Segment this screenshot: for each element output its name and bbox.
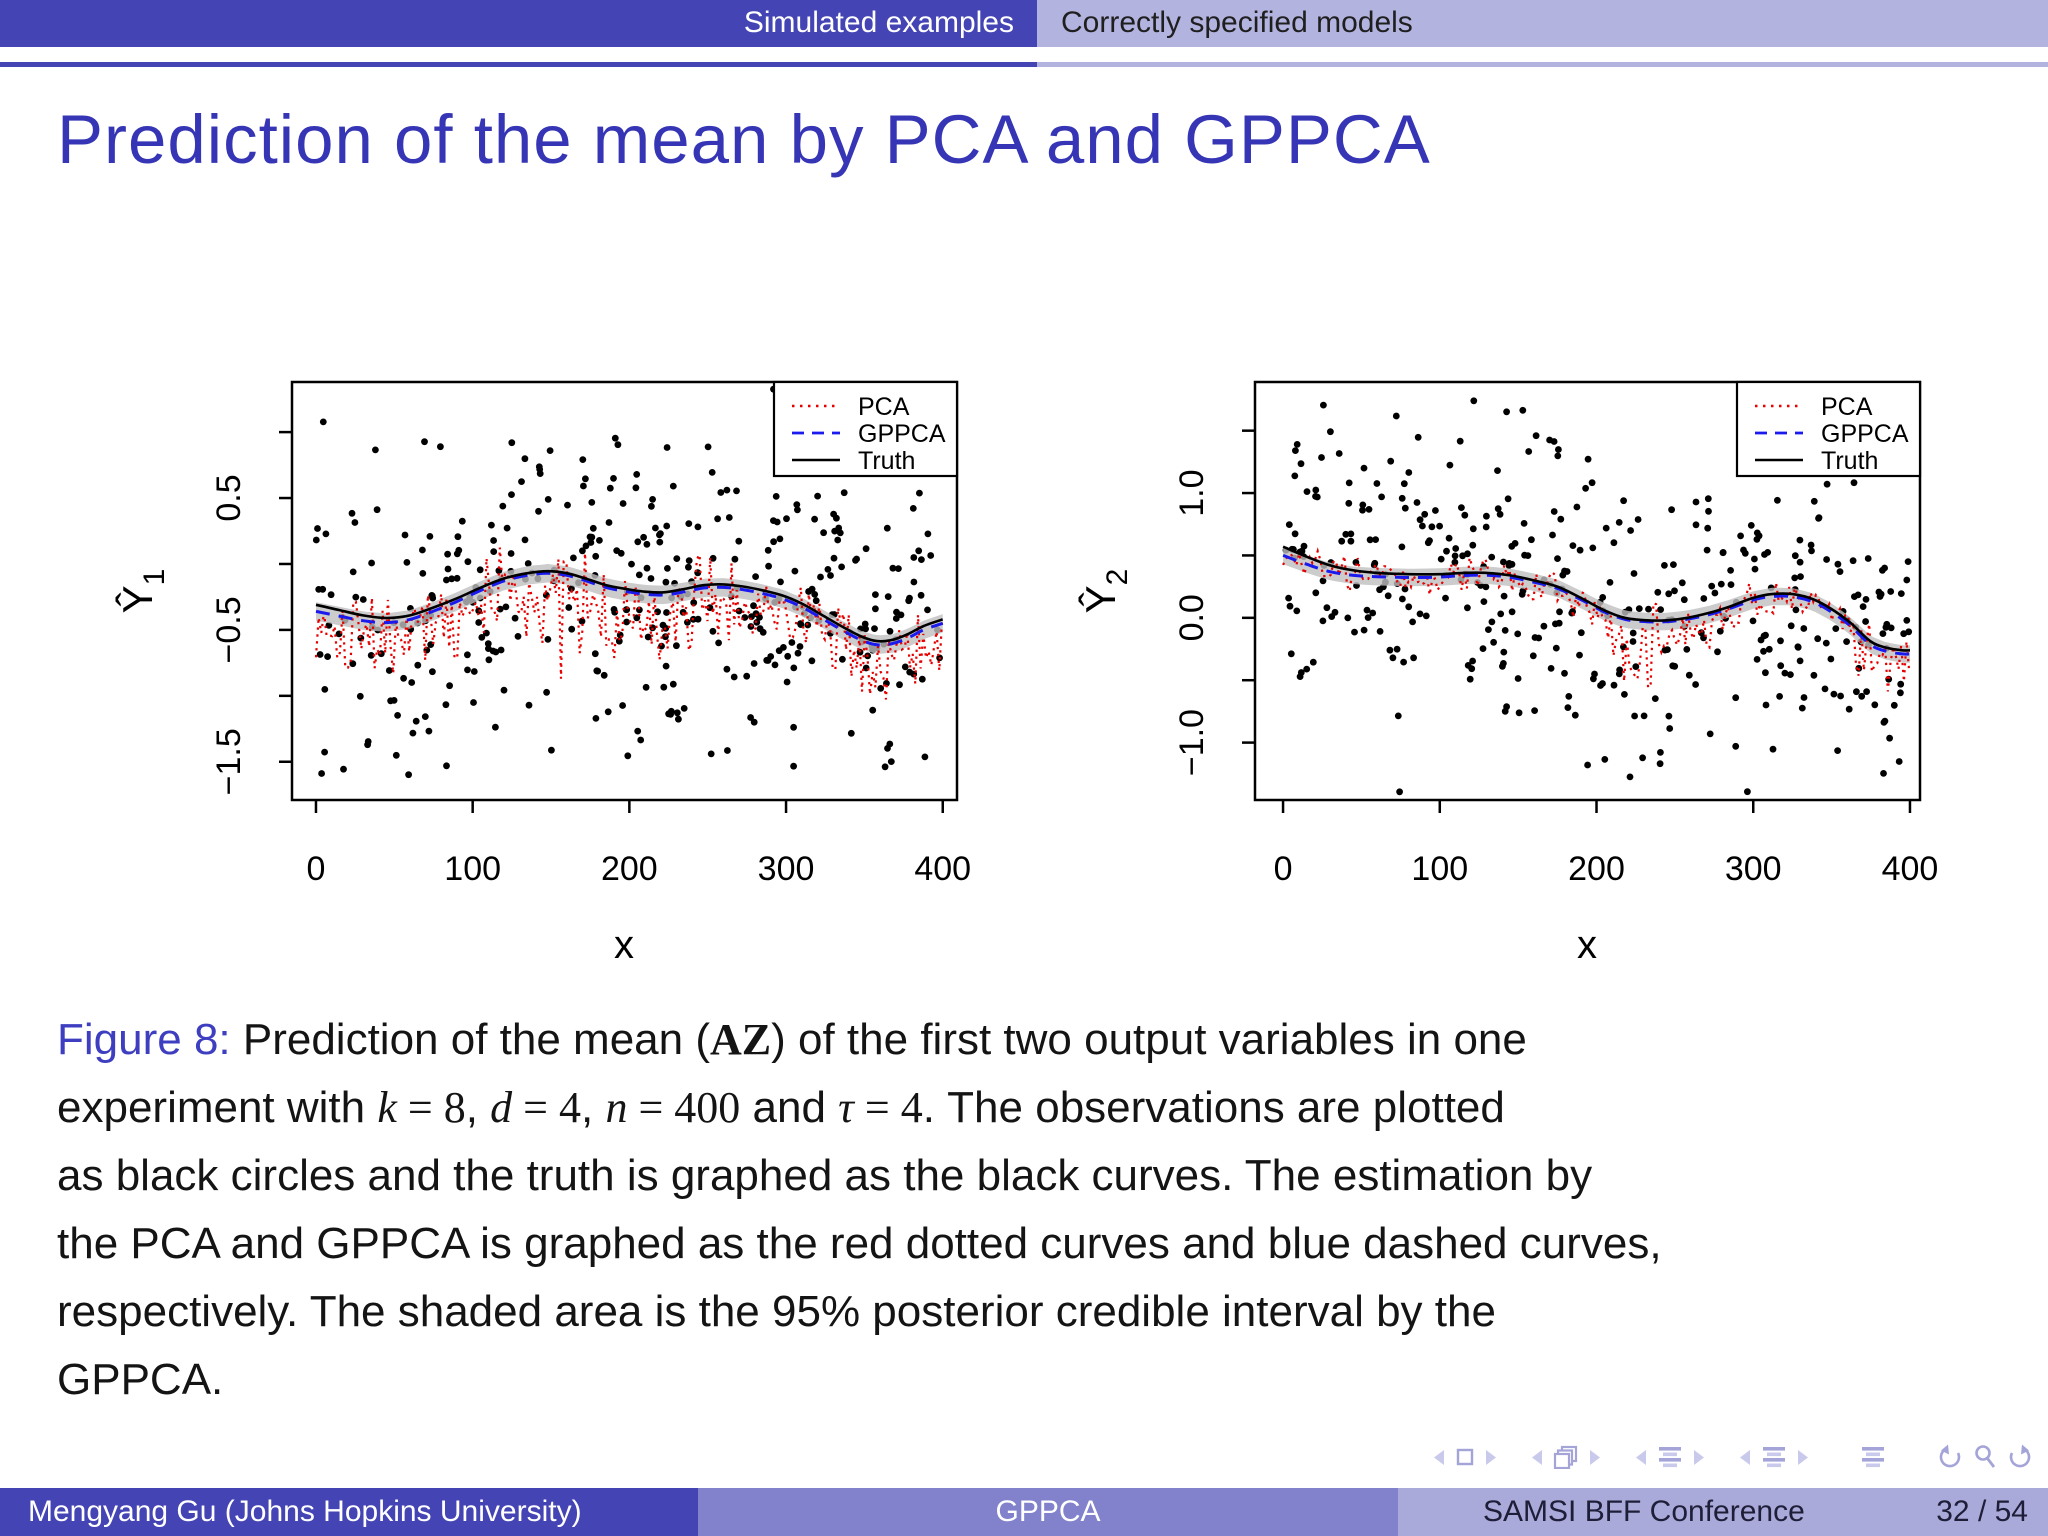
svg-text:300: 300 (758, 850, 815, 888)
svg-text:400: 400 (1882, 850, 1939, 888)
caption-segment: the PCA and GPPCA is graphed as the red … (57, 1219, 1662, 1268)
caption-segment: , (465, 1083, 491, 1132)
svg-text:−1.5: −1.5 (210, 728, 248, 795)
beamer-navigation-bar (1423, 1441, 2034, 1473)
caption-segment: = 4 (512, 1083, 581, 1132)
svg-text:100: 100 (1411, 850, 1468, 888)
panel-Y1-gppca-curve (315, 571, 944, 647)
forward-icon[interactable] (2006, 1444, 2034, 1470)
panel-Y1-xlabel: x (614, 923, 634, 967)
footline-bar: Mengyang Gu (Johns Hopkins University) G… (0, 1488, 2048, 1536)
svg-text:300: 300 (1725, 850, 1782, 888)
back-icon[interactable] (1936, 1444, 1964, 1470)
figure-caption: Figure 8: Prediction of the mean (AZ) of… (57, 1006, 1992, 1414)
svg-text:0.5: 0.5 (210, 474, 248, 521)
caption-segment: as black circles and the truth is graphe… (57, 1151, 1593, 1200)
panel-Y2-truth-curve (1282, 545, 1911, 652)
current-frame-icon[interactable] (1455, 1447, 1475, 1467)
caption-segment: and (740, 1083, 839, 1132)
legend-label-truth: Truth (858, 447, 915, 475)
panel-Y2-ylabel: Ŷ2 (1077, 569, 1134, 614)
caption-segment: . The observations are plotted (922, 1083, 1505, 1132)
prev-subsection-icon[interactable] (1634, 1448, 1648, 1467)
svg-text:100: 100 (444, 850, 501, 888)
next-frame-icon[interactable] (1588, 1448, 1602, 1467)
caption-segment: AZ (710, 1015, 772, 1064)
svg-text:1.0: 1.0 (1173, 469, 1211, 516)
legend-label-truth: Truth (1821, 447, 1878, 475)
next-slide-icon[interactable] (1484, 1448, 1498, 1467)
search-icon[interactable] (1973, 1444, 1997, 1470)
legend-label-gppca: GPPCA (858, 420, 946, 448)
panel-Y2-credible-band (1283, 546, 1910, 663)
prev-frame-icon[interactable] (1530, 1448, 1544, 1467)
svg-text:0: 0 (1274, 850, 1293, 888)
panel-Y1-truth-curve (315, 569, 944, 643)
legend-label-gppca: GPPCA (1821, 420, 1909, 448)
caption-segment: GPPCA. (57, 1355, 224, 1404)
panel-Y1-ylabel: Ŷ1 (114, 569, 171, 614)
caption-segment: = 400 (627, 1083, 741, 1132)
next-section-icon[interactable] (1796, 1448, 1810, 1467)
footer-author: Mengyang Gu (Johns Hopkins University) (0, 1488, 698, 1536)
svg-text:400: 400 (914, 850, 971, 888)
frames-icon[interactable] (1553, 1445, 1579, 1469)
panel-Y1-credible-band (316, 564, 943, 654)
appendix-icon[interactable] (1860, 1446, 1886, 1468)
caption-segment: , (581, 1083, 606, 1132)
svg-text:−1.0: −1.0 (1173, 709, 1211, 776)
headline-bar: Simulated examples Correctly specified m… (0, 0, 2048, 47)
footer-right-cell: SAMSI BFF Conference 32 / 54 (1398, 1488, 2048, 1536)
panel-Y2-axes: 0 100 200 300 400 −1.0 0.0 1.0 x Ŷ2 (1077, 380, 1939, 967)
section-icon[interactable] (1761, 1446, 1787, 1468)
footer-conference: SAMSI BFF Conference (1483, 1495, 1805, 1528)
caption-segment: respectively. The shaded area is the 95%… (57, 1287, 1496, 1336)
legend-label-pca: PCA (858, 393, 910, 421)
prev-section-icon[interactable] (1738, 1448, 1752, 1467)
headline-separator (0, 62, 2048, 67)
svg-text:−0.5: −0.5 (210, 596, 248, 663)
caption-segment: experiment with (57, 1083, 378, 1132)
svg-text:200: 200 (601, 850, 658, 888)
caption-segment: τ (838, 1083, 854, 1132)
caption-segment: n (605, 1083, 628, 1132)
caption-segment: ) of the first two output variables in o… (771, 1015, 1527, 1064)
caption-segment: = 4 (853, 1083, 923, 1132)
caption-segment: d (490, 1083, 513, 1132)
panel-Y2-xlabel: x (1577, 923, 1597, 967)
panel-Y1-pca-curve (314, 547, 944, 700)
svg-text:200: 200 (1568, 850, 1625, 888)
caption-segment: k (377, 1083, 397, 1132)
subsection-tab[interactable]: Correctly specified models (1037, 0, 2048, 47)
legend-label-pca: PCA (1821, 393, 1873, 421)
svg-text:0.0: 0.0 (1173, 594, 1211, 641)
caption-segment: Prediction of the mean ( (230, 1015, 710, 1064)
panel-Y2-gppca-curve (1282, 553, 1911, 656)
svg-text:0: 0 (307, 850, 326, 888)
page-title: Prediction of the mean by PCA and GPPCA (57, 101, 1431, 178)
prev-slide-icon[interactable] (1432, 1448, 1446, 1467)
caption-segment: Figure 8: (57, 1015, 231, 1064)
caption-segment: = 8 (396, 1083, 466, 1132)
footer-short-title: GPPCA (698, 1488, 1398, 1536)
footer-page-number: 32 / 54 (1936, 1495, 2028, 1528)
section-tab[interactable]: Simulated examples (0, 0, 1037, 47)
subsection-icon[interactable] (1657, 1446, 1683, 1468)
next-subsection-icon[interactable] (1692, 1448, 1706, 1467)
